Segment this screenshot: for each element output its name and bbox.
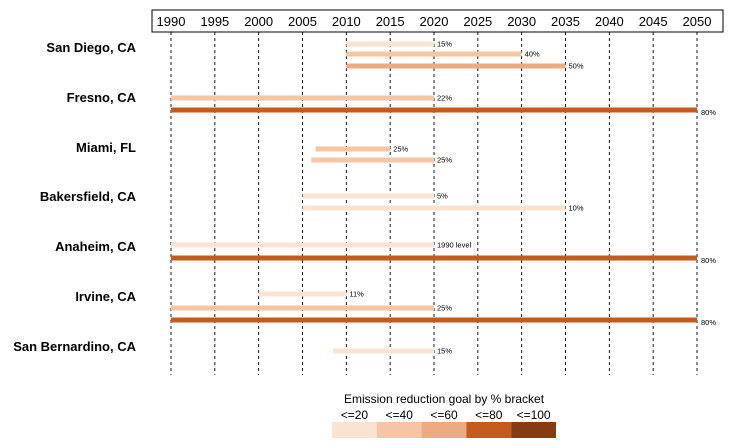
year-axis-frame [151,9,724,33]
goal-bars: 15% 40% 50% 22% 80% 25% 25% 5% 10% 1990 level 80% 1… [171,40,716,356]
legend-swatch [376,422,422,438]
city-label: Irvine, CA [75,289,136,304]
goal-bar-label: 1990 level [437,241,472,250]
legend-item-label: <=100 [517,408,551,422]
gridlines [170,32,698,375]
goal-bar [346,63,566,69]
city-labels: San Diego, CA Fresno, CA Miami, FL Bakersfi… [13,40,136,354]
goal-bar-label: 80% [701,256,716,265]
legend-item-label: <=60 [430,408,458,422]
year-tick-label: 1995 [200,14,229,29]
goal-bar [311,157,434,163]
legend-item-label: <=20 [341,408,369,422]
year-tick-label: 2020 [420,14,449,29]
goal-bar-label: 25% [437,156,452,165]
city-label: Fresno, CA [67,90,137,105]
goal-bar [346,41,434,47]
goal-bar [315,146,391,152]
goal-bar [258,291,347,297]
goal-bar-label: 25% [393,145,408,154]
year-tick-label: 2045 [639,14,668,29]
city-label: Anaheim, CA [55,239,137,254]
goal-bar [302,193,434,199]
year-tick-label: 2010 [332,14,361,29]
goal-bar [302,205,566,211]
year-tick-label: 1990 [157,14,186,29]
year-tick-label: 2035 [551,14,580,29]
goal-bar [171,242,434,248]
goal-bar [171,95,434,101]
goal-bar [346,51,522,57]
year-tick-label: 2025 [463,14,492,29]
legend-item-label: <=80 [475,408,503,422]
city-label: San Diego, CA [46,40,136,55]
goal-bar-label: 15% [437,40,452,49]
goal-bar [171,255,697,261]
year-axis: 1990 1995 2000 2005 2010 2015 2020 2025 2030 2035… [151,9,724,33]
goal-bar-label: 25% [437,304,452,313]
goal-bar [333,348,434,354]
goal-bar [171,305,434,311]
legend-swatch [421,422,467,438]
city-label: Bakersfield, CA [40,189,137,204]
legend-swatch [332,422,377,438]
goal-bar [171,107,697,113]
city-label: San Bernardino, CA [13,339,136,354]
legend-swatch [511,422,556,438]
city-label: Miami, FL [76,140,136,155]
year-tick-label: 2030 [507,14,536,29]
year-tick-label: 2050 [683,14,712,29]
goal-bar-label: 80% [701,318,716,327]
year-tick-label: 2015 [376,14,405,29]
legend-item-label: <=40 [386,408,414,422]
year-tick-label: 2005 [288,14,317,29]
goal-bar-label: 50% [569,62,584,71]
year-tick-label: 2000 [244,14,273,29]
goal-bar [171,317,697,323]
goal-bar-label: 5% [437,192,448,201]
goal-bar-label: 15% [437,347,452,356]
legend: Emission reduction goal by % bracket <=20… [332,392,556,438]
legend-swatch [466,422,512,438]
goal-bar-label: 10% [569,204,584,213]
goal-bar-label: 11% [349,290,364,299]
goal-bar-label: 80% [701,108,716,117]
legend-title: Emission reduction goal by % bracket [344,392,545,406]
goal-bar-label: 40% [525,50,540,59]
year-tick-label: 2040 [595,14,624,29]
goal-bar-label: 22% [437,94,452,103]
